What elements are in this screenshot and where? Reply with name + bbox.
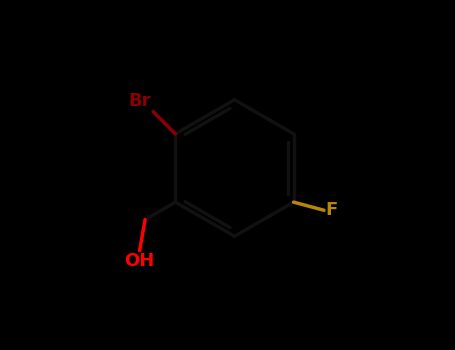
Text: Br: Br xyxy=(129,92,152,110)
Text: OH: OH xyxy=(125,252,155,271)
Text: F: F xyxy=(326,201,338,219)
